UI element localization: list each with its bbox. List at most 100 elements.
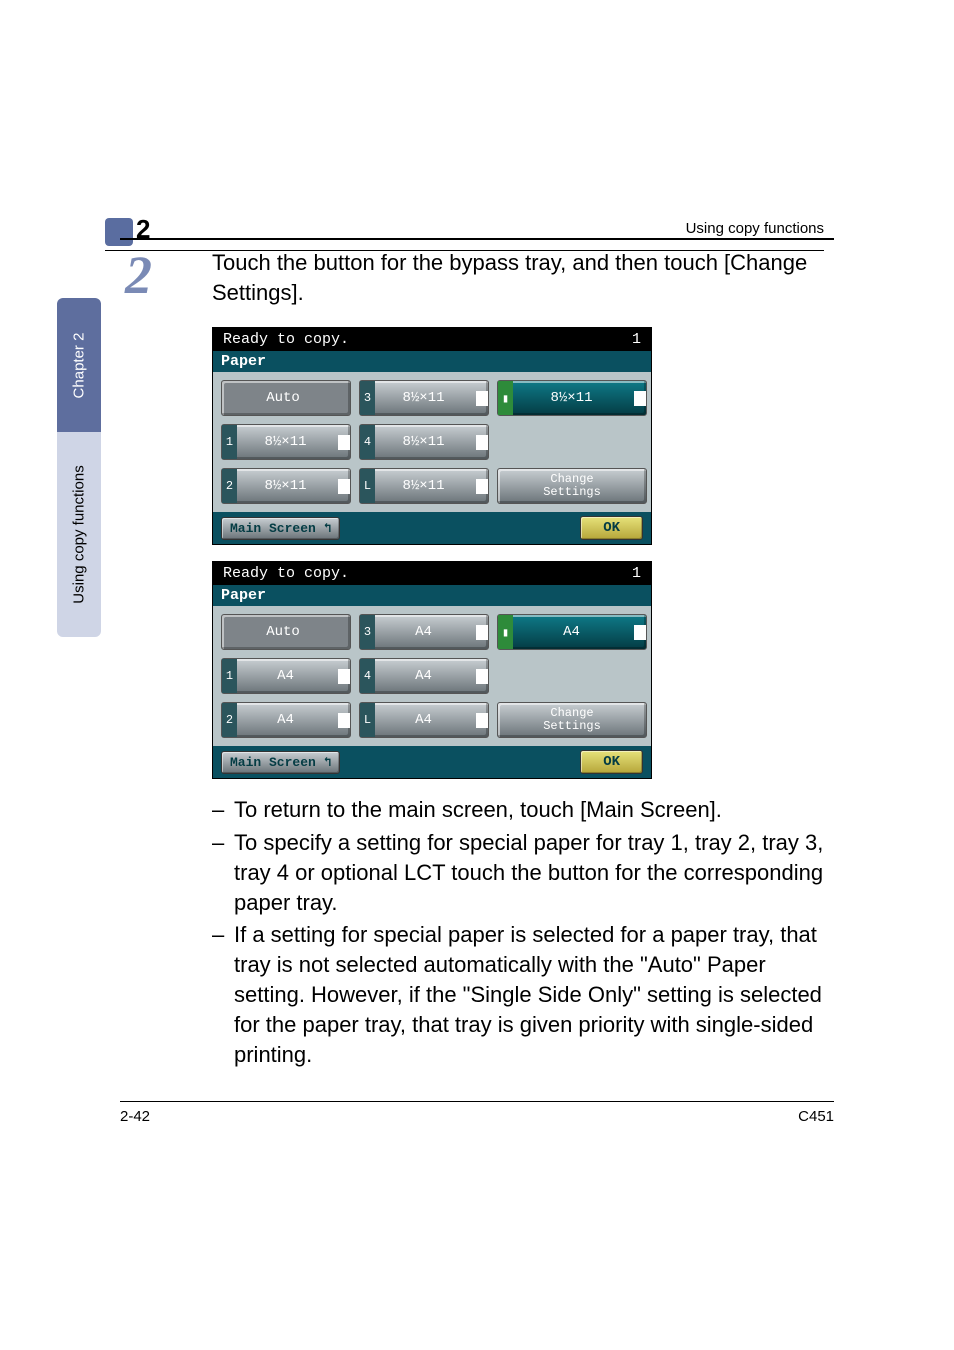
tray-label: A4	[243, 712, 334, 728]
page-icon	[476, 391, 488, 406]
dash: –	[212, 828, 234, 918]
auto-label: Auto	[222, 624, 350, 640]
spacer	[497, 424, 647, 460]
change-line2: Settings	[543, 720, 601, 733]
status-text: Ready to copy.	[223, 565, 349, 582]
page-icon	[476, 479, 488, 494]
dash: –	[212, 920, 234, 1071]
main-screen-button[interactable]: Main Screen ↰	[221, 517, 340, 540]
tray-label: A4	[381, 712, 472, 728]
page-footer: 2-42 C451	[120, 1101, 834, 1125]
page-icon	[476, 435, 488, 450]
tray-tag: 4	[360, 659, 375, 693]
footer-right: C451	[798, 1108, 834, 1125]
tray-label: 8½×11	[243, 434, 334, 450]
screen-bottom-bar: Main Screen ↰ OK	[213, 746, 651, 778]
page-icon	[338, 669, 350, 684]
page-icon	[338, 713, 350, 728]
page-icon	[476, 713, 488, 728]
step-row: 2 Touch the button for the bypass tray, …	[120, 238, 834, 1125]
side-tab-chapter-label: Chapter 2	[71, 332, 88, 398]
tray-tag: 2	[222, 469, 237, 503]
tray-label: 8½×11	[243, 478, 334, 494]
dash: –	[212, 795, 234, 825]
bullet-text: If a setting for special paper is select…	[234, 920, 834, 1071]
tray-3-button[interactable]: 3 A4	[359, 614, 489, 650]
step-text: Touch the button for the bypass tray, an…	[212, 248, 834, 307]
list-item: – If a setting for special paper is sele…	[212, 920, 834, 1071]
tray-label: 8½×11	[381, 478, 472, 494]
page-icon	[338, 479, 350, 494]
main-screen-label: Main Screen	[230, 755, 316, 770]
tray-3-button[interactable]: 3 8½×11	[359, 380, 489, 416]
page-icon	[476, 625, 488, 640]
auto-button[interactable]: Auto	[221, 614, 351, 650]
screen-title: Paper	[213, 585, 651, 606]
change-settings-button[interactable]: Change Settings	[497, 702, 647, 738]
side-tab-section-label: Using copy functions	[71, 465, 88, 603]
tray-tag: 3	[360, 381, 375, 415]
side-tab-chapter: Chapter 2	[57, 298, 101, 432]
tray-label: A4	[519, 624, 630, 640]
tray-l-button[interactable]: L A4	[359, 702, 489, 738]
tray-label: 8½×11	[381, 434, 472, 450]
copy-count: 1	[632, 565, 641, 582]
spacer	[497, 658, 647, 694]
change-settings-button[interactable]: Change Settings	[497, 468, 647, 504]
status-text: Ready to copy.	[223, 331, 349, 348]
tray-l-button[interactable]: L 8½×11	[359, 468, 489, 504]
screen-title: Paper	[213, 351, 651, 372]
running-header: Using copy functions	[686, 220, 824, 237]
screen-body: Auto 3 8½×11 ▮ 8½×11	[213, 372, 651, 512]
tray-label: 8½×11	[381, 390, 472, 406]
change-line2: Settings	[543, 486, 601, 499]
tray-tag: ▮	[498, 615, 513, 649]
ok-button[interactable]: OK	[580, 516, 643, 540]
page-icon	[634, 391, 646, 406]
tray-label: A4	[381, 624, 472, 640]
printer-screen-1: Ready to copy. 1 Paper Auto 3 8½×11	[212, 327, 652, 545]
tray-tag: 1	[222, 425, 237, 459]
screen-status-bar: Ready to copy. 1	[213, 562, 651, 585]
main-screen-label: Main Screen	[230, 521, 316, 536]
tray-4-button[interactable]: 4 A4	[359, 658, 489, 694]
bullet-list: – To return to the main screen, touch [M…	[212, 795, 834, 1070]
list-item: – To return to the main screen, touch [M…	[212, 795, 834, 825]
bypass-tray-button[interactable]: ▮ A4	[497, 614, 647, 650]
tray-tag: L	[360, 703, 375, 737]
ok-button[interactable]: OK	[580, 750, 643, 774]
tray-label: 8½×11	[519, 390, 630, 406]
copy-count: 1	[632, 331, 641, 348]
tray-label: A4	[243, 668, 334, 684]
page-icon	[476, 669, 488, 684]
printer-screen-2: Ready to copy. 1 Paper Auto 3 A4	[212, 561, 652, 779]
side-tab-section: Using copy functions	[57, 432, 101, 637]
tray-tag: L	[360, 469, 375, 503]
page: 2 Using copy functions Chapter 2 Using c…	[0, 0, 954, 1185]
screen-bottom-bar: Main Screen ↰ OK	[213, 512, 651, 544]
tray-label: A4	[381, 668, 472, 684]
bypass-tray-button[interactable]: ▮ 8½×11	[497, 380, 647, 416]
auto-label: Auto	[222, 390, 350, 406]
screen-body: Auto 3 A4 ▮ A4 1	[213, 606, 651, 746]
tray-tag: 1	[222, 659, 237, 693]
page-icon	[634, 625, 646, 640]
bullet-text: To specify a setting for special paper f…	[234, 828, 834, 918]
tray-4-button[interactable]: 4 8½×11	[359, 424, 489, 460]
tray-tag: 2	[222, 703, 237, 737]
list-item: – To specify a setting for special paper…	[212, 828, 834, 918]
tray-1-button[interactable]: 1 A4	[221, 658, 351, 694]
bullet-text: To return to the main screen, touch [Mai…	[234, 795, 722, 825]
tray-tag: 4	[360, 425, 375, 459]
tray-tag: 3	[360, 615, 375, 649]
page-icon	[338, 435, 350, 450]
step-number: 2	[125, 244, 152, 306]
screenshots: Ready to copy. 1 Paper Auto 3 8½×11	[212, 327, 834, 779]
tray-2-button[interactable]: 2 8½×11	[221, 468, 351, 504]
main-screen-button[interactable]: Main Screen ↰	[221, 751, 340, 774]
tray-2-button[interactable]: 2 A4	[221, 702, 351, 738]
footer-left: 2-42	[120, 1108, 150, 1125]
auto-button[interactable]: Auto	[221, 380, 351, 416]
screen-status-bar: Ready to copy. 1	[213, 328, 651, 351]
tray-1-button[interactable]: 1 8½×11	[221, 424, 351, 460]
